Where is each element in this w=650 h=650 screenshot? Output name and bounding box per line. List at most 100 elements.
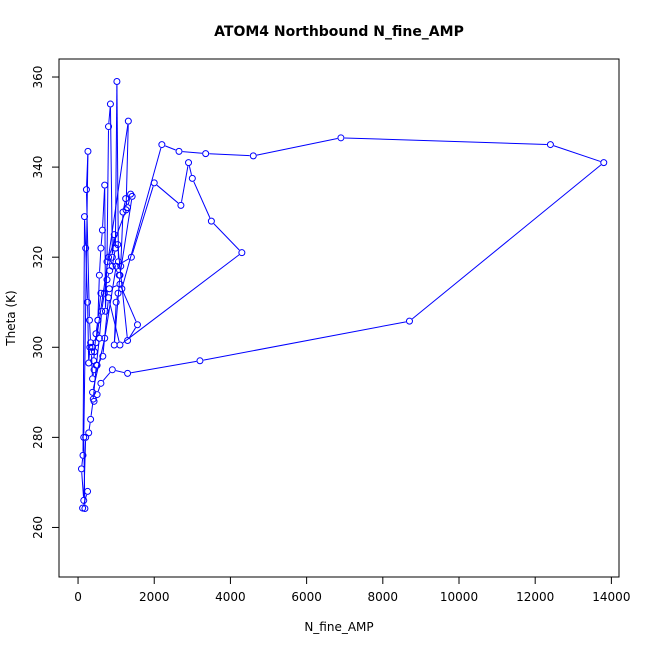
data-point xyxy=(207,217,215,225)
x-tick-label: 12000 xyxy=(516,590,554,604)
series-segment xyxy=(107,274,110,277)
series-segment xyxy=(115,370,125,374)
data-point xyxy=(80,433,88,441)
data-point xyxy=(337,134,345,142)
series-segment xyxy=(98,359,102,363)
x-tick-label: 10000 xyxy=(440,590,478,604)
data-point xyxy=(97,244,105,252)
data-point xyxy=(105,294,113,302)
series-segment xyxy=(99,314,102,335)
series-segment xyxy=(553,145,601,162)
data-point xyxy=(546,141,554,149)
data-point xyxy=(101,334,109,342)
data-point xyxy=(87,339,95,347)
data-point xyxy=(89,395,97,403)
data-point xyxy=(95,271,103,279)
series-segment xyxy=(122,147,162,286)
data-point xyxy=(110,231,118,239)
series-segment xyxy=(181,166,189,202)
data-point xyxy=(85,359,93,367)
series-segment xyxy=(93,337,97,358)
series-segment xyxy=(85,251,88,299)
series-segment xyxy=(129,327,136,338)
data-point xyxy=(84,487,92,495)
data-point xyxy=(106,267,114,275)
series-segment xyxy=(112,251,116,263)
series-segment xyxy=(117,248,128,337)
series-segment xyxy=(411,164,602,320)
series-segment xyxy=(209,153,250,157)
series-segment xyxy=(89,323,91,340)
data-point xyxy=(114,289,122,297)
series-segment xyxy=(102,372,111,381)
data-point xyxy=(249,152,257,160)
y-tick-label: 300 xyxy=(31,336,45,359)
series-segment xyxy=(99,251,102,272)
data-point xyxy=(127,253,135,261)
series-segment xyxy=(81,458,84,466)
data-point xyxy=(105,285,113,293)
data-point xyxy=(128,192,136,200)
data-point xyxy=(188,174,196,182)
series-segment xyxy=(156,184,179,204)
series-segment xyxy=(86,154,89,187)
data-point xyxy=(117,262,125,270)
series-segment xyxy=(106,130,109,259)
data-point xyxy=(103,276,111,284)
series-segment xyxy=(97,296,101,317)
data-point xyxy=(600,159,608,167)
x-tick-label: 6000 xyxy=(291,590,322,604)
data-point xyxy=(133,321,141,329)
data-point xyxy=(80,496,88,504)
series-segment xyxy=(203,321,407,361)
data-point xyxy=(108,253,116,261)
data-point xyxy=(202,150,210,158)
data-point xyxy=(105,123,113,131)
data-point xyxy=(97,289,105,297)
data-point xyxy=(124,369,132,377)
series-segment xyxy=(256,138,338,156)
data-point xyxy=(89,375,97,383)
series-segment xyxy=(86,193,90,317)
data-point xyxy=(90,348,98,356)
x-tick-label: 8000 xyxy=(368,590,399,604)
data-point xyxy=(150,179,158,187)
series-segment xyxy=(100,233,103,245)
series-segment xyxy=(116,85,119,259)
chart-title: ATOM4 Northbound N_fine_AMP xyxy=(214,24,464,40)
y-axis-label: Theta (K) xyxy=(4,290,18,346)
data-point xyxy=(124,117,132,125)
data-point xyxy=(112,298,120,306)
series-segment xyxy=(109,260,118,273)
y-tick-label: 340 xyxy=(31,156,45,179)
data-point xyxy=(110,341,118,349)
series-segment xyxy=(88,422,91,430)
data-point xyxy=(94,316,102,324)
series-segment xyxy=(93,368,97,396)
series-segment xyxy=(82,220,86,452)
series-segment xyxy=(165,145,176,151)
data-point xyxy=(85,316,93,324)
data-point xyxy=(86,343,94,351)
series-segment xyxy=(114,85,118,245)
series-segment xyxy=(104,269,117,335)
series-segment xyxy=(108,107,111,124)
data-point xyxy=(177,201,185,209)
series-segment xyxy=(213,223,240,251)
data-point xyxy=(122,206,130,214)
data-point xyxy=(82,244,90,252)
data-point xyxy=(79,451,87,459)
data-point xyxy=(87,415,95,423)
data-point xyxy=(124,337,132,345)
data-point xyxy=(113,78,121,86)
series-segment xyxy=(131,360,197,374)
data-point xyxy=(118,285,126,293)
data-point xyxy=(101,307,109,315)
series-segment xyxy=(102,301,109,353)
x-axis-label: N_fine_AMP xyxy=(304,620,373,634)
data-point xyxy=(108,262,116,270)
series-segment xyxy=(102,188,106,227)
data-point xyxy=(84,298,92,306)
data-point xyxy=(92,330,100,338)
